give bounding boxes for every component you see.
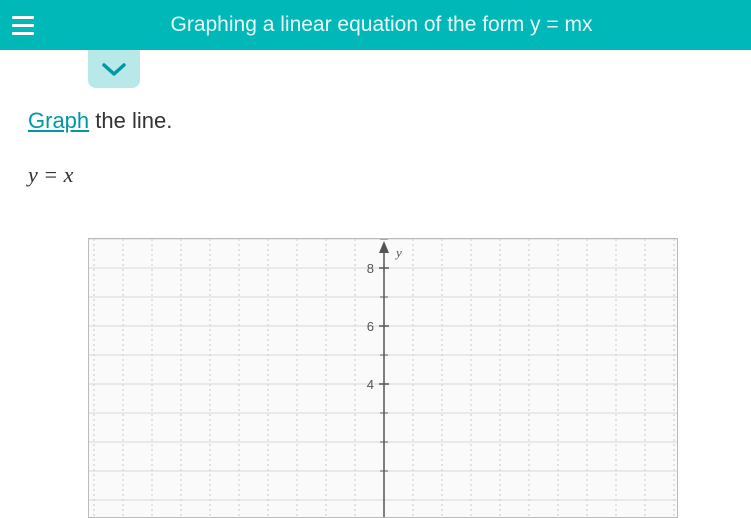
graph-area[interactable]: y 8 6 4 [88,238,678,518]
chevron-down-icon [101,61,127,77]
svg-text:8: 8 [367,261,374,276]
page-title: Graphing a linear equation of the form y… [74,13,689,37]
keyword-graph: Graph [28,108,89,133]
svg-text:4: 4 [367,377,374,392]
expand-tab[interactable] [88,50,140,88]
equation-text: y = x [28,162,723,188]
menu-icon[interactable] [12,16,34,35]
app-header: Graphing a linear equation of the form y… [0,0,751,50]
svg-text:6: 6 [367,319,374,334]
cartesian-grid: y 8 6 4 [89,239,678,518]
instruction-rest: the line. [89,108,172,133]
main-content: Graph the line. y = x y 8 6 4 [0,50,751,518]
svg-text:y: y [394,245,402,260]
